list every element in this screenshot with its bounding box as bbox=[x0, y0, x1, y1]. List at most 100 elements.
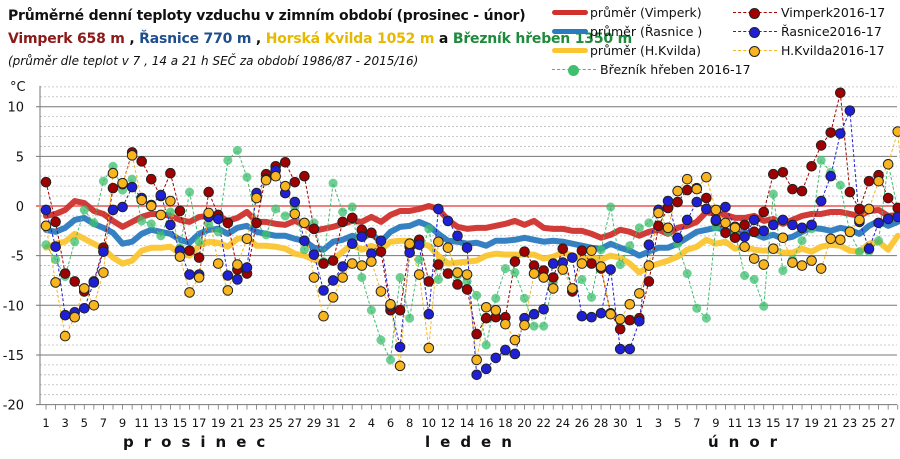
data-point bbox=[346, 212, 358, 224]
data-point bbox=[433, 274, 443, 285]
data-point bbox=[510, 267, 520, 278]
data-point bbox=[299, 235, 310, 247]
data-point bbox=[643, 260, 655, 271]
data-point bbox=[882, 213, 894, 225]
data-point bbox=[480, 301, 492, 313]
data-point bbox=[777, 214, 789, 226]
legend-label: H.Kvilda2016-17 bbox=[781, 43, 885, 58]
x-tick-label: 15 bbox=[766, 416, 781, 430]
data-point bbox=[145, 173, 157, 185]
data-point bbox=[586, 245, 597, 256]
data-point bbox=[509, 348, 521, 360]
data-point bbox=[280, 211, 290, 221]
data-point bbox=[174, 205, 186, 217]
data-point bbox=[327, 275, 339, 286]
data-point bbox=[500, 344, 511, 356]
x-tick-label: 25 bbox=[268, 416, 283, 430]
x-tick-label: 7 bbox=[693, 416, 700, 430]
data-point bbox=[768, 219, 779, 231]
data-point bbox=[299, 170, 310, 182]
chart-note: (průměr dle teplot v 7 , 14 a 21 h SEČ z… bbox=[8, 54, 419, 68]
data-point bbox=[433, 259, 444, 270]
data-point bbox=[653, 207, 664, 219]
data-point bbox=[624, 343, 636, 355]
data-point bbox=[50, 277, 61, 288]
x-tick-label: 22 bbox=[536, 416, 551, 430]
data-point bbox=[165, 207, 175, 217]
legend-marker bbox=[733, 45, 777, 57]
data-point bbox=[346, 258, 358, 269]
data-point bbox=[854, 214, 865, 226]
data-point bbox=[835, 128, 846, 139]
data-point bbox=[710, 214, 722, 226]
data-point bbox=[69, 276, 81, 287]
x-tick-label: 15 bbox=[173, 416, 188, 430]
data-point bbox=[634, 223, 644, 233]
data-point bbox=[452, 267, 463, 278]
data-point bbox=[107, 182, 119, 194]
data-point bbox=[222, 285, 234, 296]
data-point bbox=[375, 286, 387, 297]
data-point bbox=[471, 328, 482, 340]
data-point bbox=[452, 230, 463, 242]
data-point bbox=[509, 256, 521, 267]
data-point bbox=[672, 232, 683, 244]
data-point bbox=[796, 260, 808, 271]
x-tick-label: 14 bbox=[460, 416, 475, 430]
data-point bbox=[222, 270, 234, 281]
data-point bbox=[825, 170, 837, 182]
data-point bbox=[528, 268, 540, 279]
x-tick-label: 19 bbox=[211, 416, 226, 430]
data-point bbox=[145, 200, 157, 212]
data-point bbox=[251, 217, 262, 229]
data-point bbox=[232, 259, 243, 270]
data-point bbox=[376, 335, 386, 345]
data-point bbox=[212, 258, 224, 269]
data-point bbox=[394, 360, 406, 372]
data-point bbox=[701, 313, 711, 323]
data-point bbox=[318, 258, 329, 269]
data-point bbox=[567, 252, 578, 263]
legend-marker bbox=[733, 26, 777, 38]
data-point bbox=[126, 181, 138, 193]
data-point bbox=[777, 166, 789, 178]
y-tick-label: 5 bbox=[16, 150, 24, 165]
chart-title: Průměrné denní teploty vzduchu v zimním … bbox=[8, 8, 526, 24]
data-point bbox=[701, 171, 712, 183]
data-point bbox=[394, 304, 406, 316]
data-point bbox=[308, 249, 320, 260]
data-point bbox=[605, 308, 616, 320]
data-point bbox=[682, 268, 692, 279]
x-tick-label: 21 bbox=[823, 416, 838, 430]
legend-swatch bbox=[552, 10, 588, 15]
data-point bbox=[529, 321, 539, 331]
x-tick-label: 11 bbox=[728, 416, 743, 430]
data-point bbox=[547, 272, 559, 283]
data-point bbox=[815, 263, 827, 274]
data-point bbox=[691, 183, 703, 195]
data-point bbox=[586, 258, 597, 269]
data-point bbox=[739, 231, 750, 243]
x-tick-label: 27 bbox=[881, 416, 896, 430]
data-point bbox=[203, 207, 214, 219]
data-point bbox=[117, 177, 128, 189]
data-point bbox=[586, 292, 597, 302]
data-point bbox=[327, 292, 339, 303]
data-point bbox=[787, 183, 798, 195]
data-point bbox=[59, 330, 71, 342]
data-point bbox=[748, 226, 760, 238]
data-point bbox=[874, 236, 884, 246]
data-point bbox=[165, 219, 176, 231]
data-point bbox=[653, 220, 664, 232]
data-point bbox=[816, 155, 826, 165]
data-point bbox=[241, 233, 253, 245]
y-tick-label: 0 bbox=[16, 200, 24, 215]
data-point bbox=[260, 174, 272, 186]
data-point bbox=[155, 209, 167, 221]
data-point bbox=[796, 222, 808, 234]
x-tick-label: 27 bbox=[287, 416, 302, 430]
subtitle-part: Horská Kvilda 1052 m bbox=[265, 31, 435, 47]
month-label-2: únor bbox=[708, 433, 788, 451]
legend-label: průměr (Vimperk) bbox=[590, 5, 702, 20]
data-point bbox=[471, 354, 482, 366]
